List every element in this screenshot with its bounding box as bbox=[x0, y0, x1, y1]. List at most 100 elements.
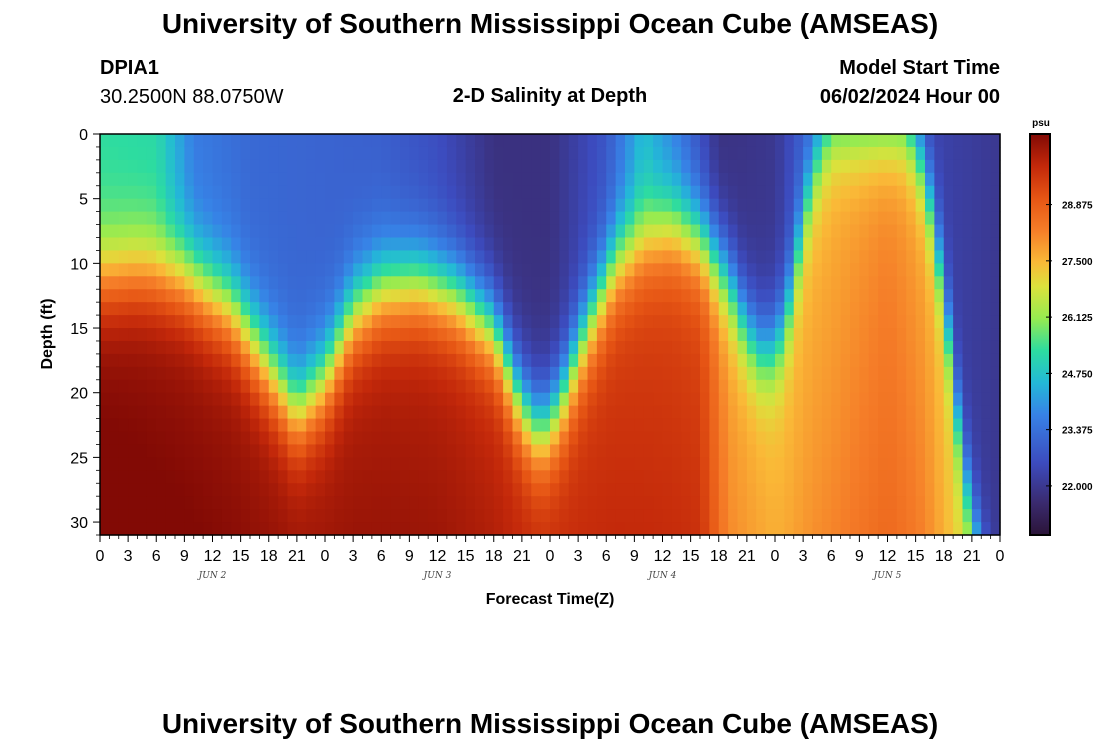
heatmap-cell bbox=[662, 198, 673, 213]
heatmap-cell bbox=[709, 185, 720, 200]
heatmap-cell bbox=[165, 340, 176, 355]
heatmap-cell bbox=[737, 211, 748, 226]
heatmap-cell bbox=[409, 444, 420, 458]
heatmap-cell bbox=[728, 302, 739, 316]
heatmap-cell bbox=[868, 224, 879, 239]
heatmap-cell bbox=[887, 340, 898, 355]
heatmap-cell bbox=[718, 522, 729, 536]
heatmap-cell bbox=[634, 340, 645, 355]
heatmap-cell bbox=[231, 392, 242, 407]
heatmap-cell bbox=[606, 134, 617, 148]
heatmap-cell bbox=[465, 431, 476, 446]
heatmap-cell bbox=[662, 496, 673, 510]
x-tick-label: 21 bbox=[513, 548, 531, 565]
heatmap-cell bbox=[671, 379, 682, 394]
heatmap-cell bbox=[962, 496, 973, 510]
heatmap-cell bbox=[128, 457, 139, 471]
heatmap-cell bbox=[934, 185, 945, 200]
heatmap-cell bbox=[840, 302, 851, 316]
heatmap-cell bbox=[606, 483, 617, 497]
heatmap-cell bbox=[240, 392, 251, 407]
heatmap-cell bbox=[887, 250, 898, 264]
heatmap-cell bbox=[512, 134, 523, 148]
heatmap-cell bbox=[887, 315, 898, 329]
heatmap-cell bbox=[634, 172, 645, 187]
heatmap-cell bbox=[540, 159, 551, 174]
heatmap-cell bbox=[915, 418, 926, 433]
heatmap-cell bbox=[165, 522, 176, 536]
heatmap-cell bbox=[840, 315, 851, 329]
heatmap-cell bbox=[756, 328, 767, 342]
heatmap-cell bbox=[878, 263, 889, 277]
heatmap-cell bbox=[915, 470, 926, 484]
heatmap-cell bbox=[587, 302, 598, 316]
heatmap-cell bbox=[390, 263, 401, 277]
heatmap-cell bbox=[503, 134, 514, 148]
heatmap-cell bbox=[625, 263, 635, 277]
heatmap-cell bbox=[981, 172, 992, 187]
heatmap-cell bbox=[718, 379, 729, 394]
heatmap-cell bbox=[943, 509, 954, 523]
heatmap-cell bbox=[203, 289, 214, 303]
heatmap-cell bbox=[625, 392, 635, 407]
heatmap-cell bbox=[437, 340, 448, 355]
heatmap-cell bbox=[184, 146, 195, 161]
heatmap-cell bbox=[934, 509, 945, 523]
heatmap-cell bbox=[990, 379, 1001, 394]
heatmap-cell bbox=[981, 522, 992, 536]
heatmap-cell bbox=[137, 444, 148, 458]
heatmap-cell bbox=[868, 328, 879, 342]
heatmap-cell bbox=[165, 146, 176, 161]
heatmap-cell bbox=[821, 522, 832, 536]
heatmap-cell bbox=[503, 315, 514, 329]
x-tick-label: 3 bbox=[574, 548, 583, 565]
heatmap-cell bbox=[437, 224, 448, 239]
heatmap-cell bbox=[521, 134, 532, 148]
heatmap-cell bbox=[362, 134, 373, 148]
heatmap-cell bbox=[221, 379, 232, 394]
heatmap-cell bbox=[165, 366, 176, 381]
heatmap-cell bbox=[662, 263, 673, 277]
heatmap-cell bbox=[146, 198, 157, 213]
heatmap-cell bbox=[259, 134, 270, 148]
heatmap-cell bbox=[531, 496, 542, 510]
heatmap-cell bbox=[981, 159, 992, 174]
heatmap-cell bbox=[653, 431, 664, 446]
heatmap-cell bbox=[634, 405, 645, 420]
heatmap-cell bbox=[512, 172, 523, 187]
heatmap-cell bbox=[906, 302, 917, 316]
heatmap-cell bbox=[643, 444, 654, 458]
heatmap-cell bbox=[775, 366, 785, 381]
heatmap-cell bbox=[428, 224, 439, 239]
heatmap-cell bbox=[943, 340, 954, 355]
heatmap-cell bbox=[437, 276, 448, 290]
heatmap-cell bbox=[643, 134, 654, 148]
heatmap-cell bbox=[437, 146, 448, 161]
heatmap-cell bbox=[653, 470, 664, 484]
heatmap-cell bbox=[803, 483, 814, 497]
heatmap-cell bbox=[878, 185, 889, 200]
heatmap-cell bbox=[700, 405, 710, 420]
x-tick-label: 9 bbox=[180, 548, 189, 565]
heatmap-cell bbox=[925, 522, 935, 536]
heatmap-cell bbox=[521, 159, 532, 174]
heatmap-cell bbox=[681, 496, 692, 510]
heatmap-cell bbox=[512, 405, 523, 420]
heatmap-cell bbox=[981, 366, 992, 381]
chart-subtitle: 2-D Salinity at Depth bbox=[452, 85, 648, 107]
heatmap-cell bbox=[568, 392, 579, 407]
heatmap-cell bbox=[728, 328, 739, 342]
heatmap-cell bbox=[596, 509, 607, 523]
heatmap-cell bbox=[540, 483, 551, 497]
heatmap-cell bbox=[803, 392, 814, 407]
heatmap-cell bbox=[465, 146, 476, 161]
heatmap-cell bbox=[512, 444, 523, 458]
heatmap-cell bbox=[550, 172, 560, 187]
heatmap-cell bbox=[718, 263, 729, 277]
heatmap-cell bbox=[100, 340, 110, 355]
heatmap-cell bbox=[334, 289, 345, 303]
heatmap-cell bbox=[184, 211, 195, 226]
heatmap-cell bbox=[971, 418, 982, 433]
heatmap-cell bbox=[906, 263, 917, 277]
heatmap-cell bbox=[446, 198, 457, 213]
